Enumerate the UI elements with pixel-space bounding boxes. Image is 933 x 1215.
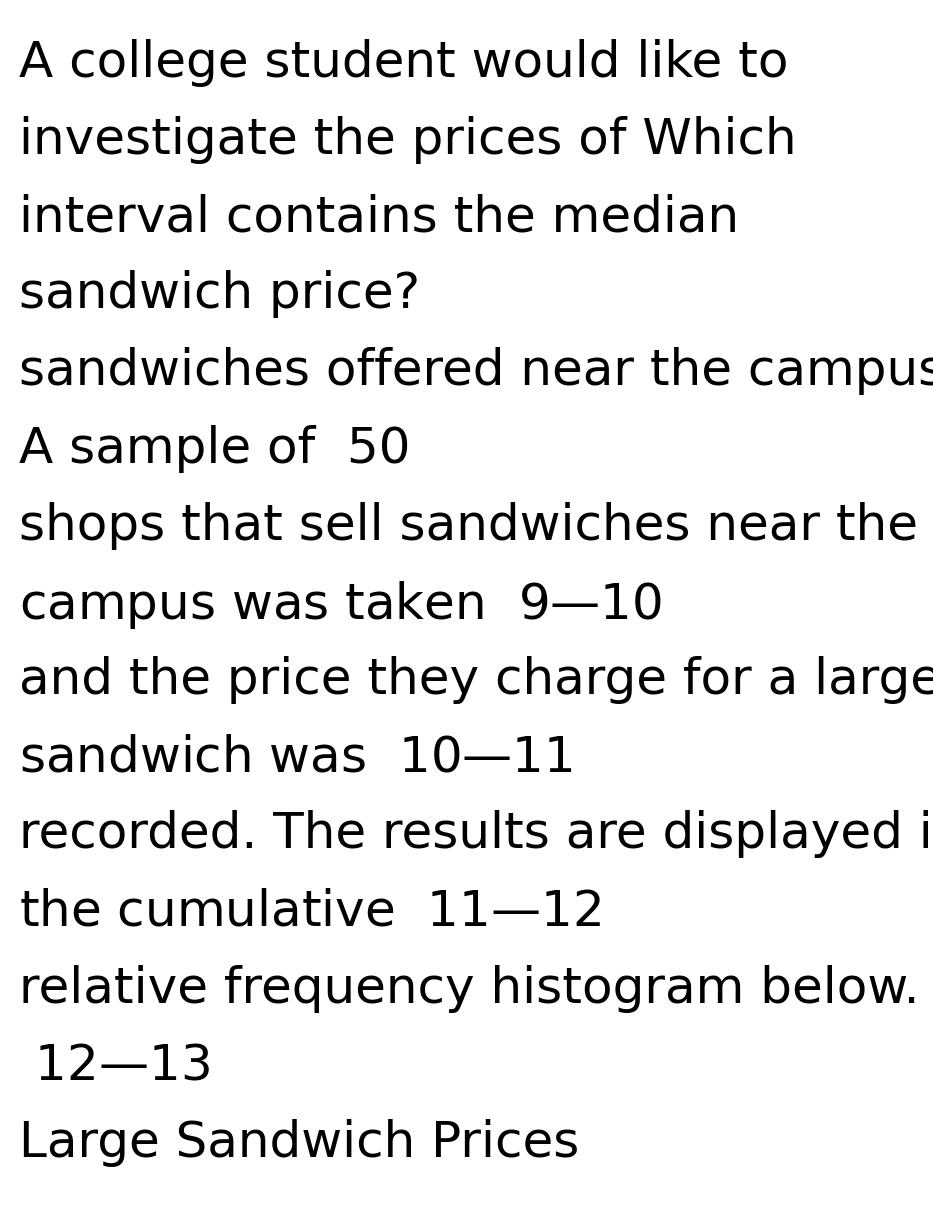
Text: interval contains the median: interval contains the median xyxy=(19,193,739,242)
Text: and the price they charge for a large: and the price they charge for a large xyxy=(19,656,933,705)
Text: sandwiches offered near the campus.: sandwiches offered near the campus. xyxy=(19,347,933,396)
Text: sandwich price?: sandwich price? xyxy=(19,271,420,318)
Text: A college student would like to: A college student would like to xyxy=(19,39,788,87)
Text: $12 — $13: $12 — $13 xyxy=(19,1042,210,1090)
Text: sandwich was  $10 — $11: sandwich was $10 — $11 xyxy=(19,734,573,781)
Text: investigate the prices of Which: investigate the prices of Which xyxy=(19,117,796,164)
Text: recorded. The results are displayed in: recorded. The results are displayed in xyxy=(19,810,933,859)
Text: relative frequency histogram below.: relative frequency histogram below. xyxy=(19,965,919,1013)
Text: shops that sell sandwiches near the: shops that sell sandwiches near the xyxy=(19,502,918,550)
Text: A sample of  50: A sample of 50 xyxy=(19,425,411,473)
Text: Large Sandwich Prices: Large Sandwich Prices xyxy=(19,1119,579,1168)
Text: campus was taken  $9 — $10: campus was taken $9 — $10 xyxy=(19,580,661,631)
Text: the cumulative  $11 — $12: the cumulative $11 — $12 xyxy=(19,887,601,936)
